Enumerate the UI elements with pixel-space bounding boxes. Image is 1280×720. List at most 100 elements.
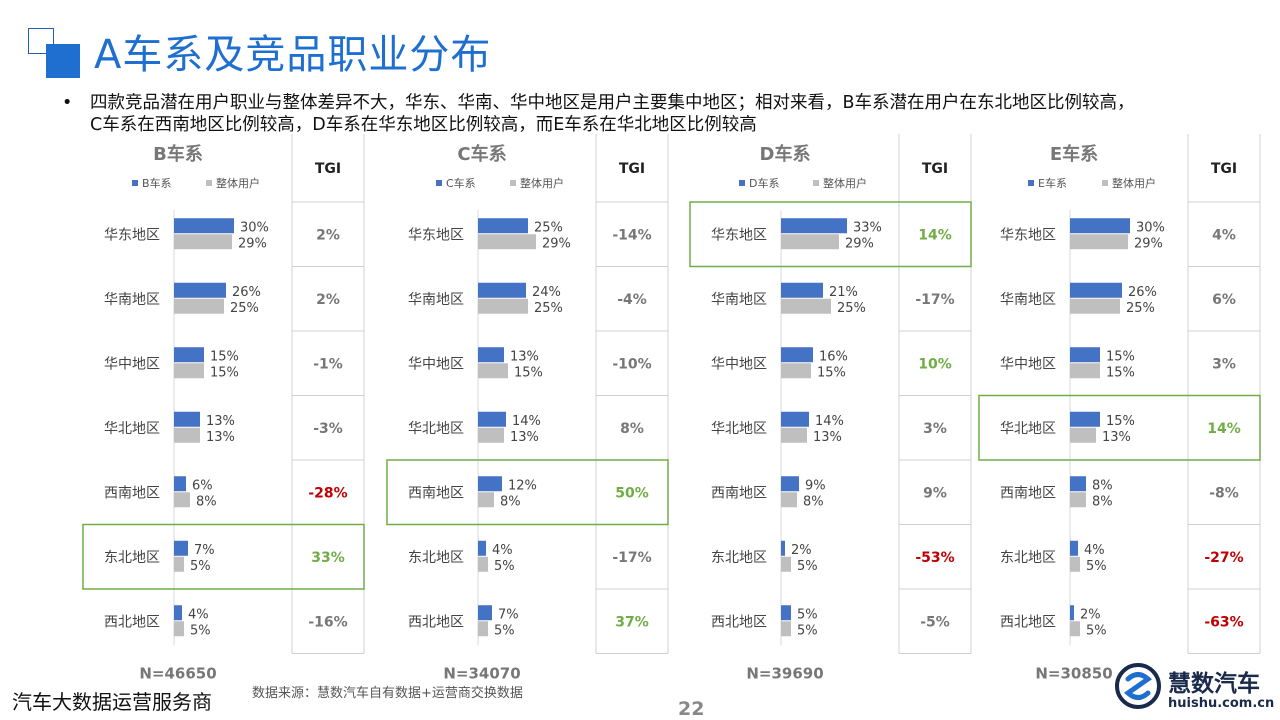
bar-primary xyxy=(174,476,186,492)
tgi-value: -16% xyxy=(308,614,347,630)
bar-primary xyxy=(781,476,799,492)
sample-size-label: N=39690 xyxy=(746,665,823,683)
bar-overall xyxy=(781,298,831,314)
category-label: 西北地区 xyxy=(408,614,464,630)
category-label: 东北地区 xyxy=(408,550,464,566)
bar-primary xyxy=(478,540,486,556)
data-label-primary: 8% xyxy=(1092,478,1113,493)
legend-label-overall: 整体用户 xyxy=(1112,176,1156,190)
footer-tagline: 汽车大数据运营服务商 xyxy=(12,690,212,714)
title-logo-mark xyxy=(28,28,82,80)
tgi-value: -63% xyxy=(1204,614,1243,630)
data-label-overall: 13% xyxy=(813,430,842,445)
legend-swatch-primary xyxy=(132,180,138,186)
data-label-primary: 13% xyxy=(510,349,539,364)
data-label-primary: 12% xyxy=(508,478,537,493)
logo-filled-square xyxy=(46,44,80,78)
summary-text: 四款竞品潜在用户职业与整体差异不大，华东、华南、华中地区是用户主要集中地区；相对… xyxy=(90,93,1135,135)
category-label: 华中地区 xyxy=(104,356,160,372)
category-label: 华北地区 xyxy=(1000,421,1056,437)
tgi-value: 2% xyxy=(316,292,340,308)
category-label: 西北地区 xyxy=(104,614,160,630)
bar-primary xyxy=(781,282,823,298)
bar-primary xyxy=(781,540,785,556)
tgi-value: 10% xyxy=(918,356,952,372)
tgi-value: 6% xyxy=(1212,292,1236,308)
tgi-value: 4% xyxy=(1212,227,1236,243)
chart-d-series: D车系 TGI D车系 整体用户 华东地区 33% 29% 14% 华南地区 21% 25% -17%… xyxy=(673,132,973,692)
bar-overall xyxy=(478,556,488,572)
bar-primary xyxy=(781,411,809,427)
bar-overall xyxy=(1070,556,1080,572)
data-label-overall: 15% xyxy=(817,365,846,380)
brand-url: huishu.com.cn xyxy=(1168,696,1275,711)
bar-overall xyxy=(478,298,528,314)
tgi-value: -17% xyxy=(612,550,651,566)
category-label: 华中地区 xyxy=(408,356,464,372)
category-label: 华南地区 xyxy=(104,292,160,308)
highlight-box xyxy=(386,459,669,526)
data-label-overall: 8% xyxy=(803,494,824,509)
data-label-overall: 13% xyxy=(206,430,235,445)
bar-primary xyxy=(478,347,504,363)
tgi-value: 14% xyxy=(1207,421,1241,437)
bar-overall xyxy=(478,427,504,443)
data-label-primary: 24% xyxy=(532,285,561,300)
bar-overall xyxy=(1070,234,1128,250)
category-label: 西南地区 xyxy=(104,485,160,501)
tgi-value: 50% xyxy=(615,485,649,501)
tgi-value: -14% xyxy=(612,227,651,243)
bar-primary xyxy=(478,605,492,621)
data-label-overall: 8% xyxy=(1092,494,1113,509)
legend-swatch-overall xyxy=(510,180,516,186)
data-label-overall: 25% xyxy=(1126,301,1155,316)
bar-primary xyxy=(174,282,226,298)
data-label-primary: 26% xyxy=(1128,285,1157,300)
logo-outline-square xyxy=(28,28,54,54)
brand-name: 慧数汽车 xyxy=(1168,671,1260,697)
category-label: 华东地区 xyxy=(711,227,767,243)
page-title: A车系及竞品职业分布 xyxy=(94,32,492,78)
data-label-overall: 8% xyxy=(500,494,521,509)
category-label: 华东地区 xyxy=(1000,227,1056,243)
legend-label-primary: B车系 xyxy=(142,176,172,190)
data-label-primary: 15% xyxy=(1106,414,1135,429)
category-label: 西南地区 xyxy=(408,485,464,501)
chart-title: C车系 xyxy=(457,143,506,165)
legend-swatch-overall xyxy=(206,180,212,186)
tgi-value: -27% xyxy=(1204,550,1243,566)
data-label-primary: 33% xyxy=(853,220,882,235)
category-label: 华北地区 xyxy=(104,421,160,437)
bar-primary xyxy=(1070,540,1078,556)
data-label-overall: 5% xyxy=(494,559,515,574)
bar-overall xyxy=(174,234,232,250)
data-label-primary: 2% xyxy=(791,543,812,558)
data-label-primary: 4% xyxy=(188,607,209,622)
sample-size-label: N=30850 xyxy=(1035,665,1112,683)
category-label: 华南地区 xyxy=(1000,292,1056,308)
tgi-value: 3% xyxy=(923,421,947,437)
category-label: 西北地区 xyxy=(711,614,767,630)
bar-overall xyxy=(174,427,200,443)
bar-overall xyxy=(478,363,508,379)
tgi-header: TGI xyxy=(619,161,645,177)
data-label-primary: 5% xyxy=(797,607,818,622)
tgi-value: 3% xyxy=(1212,356,1236,372)
data-source: 数据来源：慧数汽车自有数据+运营商交换数据 xyxy=(252,686,523,701)
data-label-primary: 16% xyxy=(819,349,848,364)
page-number: 22 xyxy=(678,698,705,720)
bar-overall xyxy=(781,363,811,379)
bar-overall xyxy=(478,234,536,250)
brand-logo: 慧数汽车 huishu.com.cn xyxy=(1114,660,1274,716)
bar-primary xyxy=(781,218,847,234)
data-label-overall: 29% xyxy=(238,236,267,251)
bar-primary xyxy=(478,411,506,427)
tgi-value: -28% xyxy=(308,485,347,501)
legend-label-primary: C车系 xyxy=(446,176,476,190)
tgi-value: 37% xyxy=(615,614,649,630)
category-label: 东北地区 xyxy=(104,550,160,566)
bar-overall xyxy=(781,427,807,443)
bar-overall xyxy=(174,492,190,508)
tgi-value: 9% xyxy=(923,485,947,501)
